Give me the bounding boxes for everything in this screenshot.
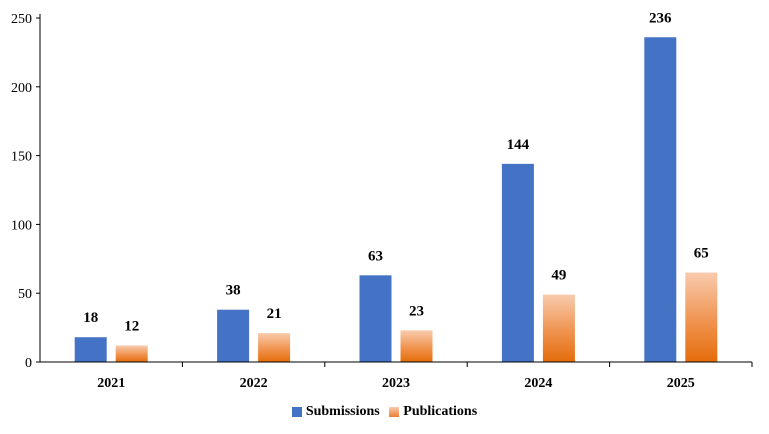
bar-submissions-2021 — [74, 337, 107, 362]
bar-publications-2021 — [115, 345, 148, 362]
bar-publications-2022 — [258, 333, 291, 362]
data-label-submissions-2021: 18 — [83, 310, 98, 326]
data-label-submissions-2022: 38 — [226, 283, 241, 299]
legend-item-publications: Publications — [389, 404, 477, 420]
data-label-submissions-2025: 236 — [649, 10, 672, 26]
y-tick-label: 100 — [11, 218, 32, 233]
y-axis: 0 50 100 150 200 250 — [11, 12, 41, 371]
legend-swatch-publications — [389, 407, 400, 417]
data-label-publications-2023: 23 — [409, 303, 424, 319]
y-tick-label: 50 — [18, 287, 32, 302]
data-label-publications-2024: 49 — [551, 268, 566, 284]
legend-item-submissions: Submissions — [291, 404, 380, 420]
bar-publications-2025 — [685, 272, 718, 362]
bar-publications-2023 — [400, 330, 433, 362]
bar-submissions-2025 — [644, 37, 677, 362]
bar-chart: 0 50 100 150 200 250 18 12 38 21 63 23 144 49 236 65 2… — [11, 10, 753, 391]
legend-label-publications: Publications — [403, 404, 478, 419]
data-label-publications-2025: 65 — [694, 246, 709, 262]
legend-label-submissions: Submissions — [305, 404, 380, 419]
bar-publications-2024 — [542, 294, 575, 362]
x-axis: 2021 2022 2023 2024 2025 — [40, 361, 753, 391]
x-tick-label: 2022 — [240, 376, 268, 391]
x-tick-label: 2023 — [382, 376, 410, 391]
legend: Submissions Publications — [0, 404, 769, 422]
x-tick-label: 2025 — [667, 376, 695, 391]
y-tick-label: 250 — [11, 12, 32, 27]
bar-submissions-2022 — [217, 309, 250, 362]
plot-area: 18 12 38 21 63 23 144 49 236 65 — [74, 10, 718, 362]
data-label-publications-2022: 21 — [267, 306, 282, 322]
data-label-submissions-2024: 144 — [507, 137, 530, 153]
data-label-submissions-2023: 63 — [368, 248, 383, 264]
bar-submissions-2024 — [501, 163, 534, 362]
bar-submissions-2023 — [359, 275, 392, 362]
data-label-publications-2021: 12 — [124, 318, 139, 334]
legend-swatch-submissions — [291, 407, 302, 417]
x-tick-label: 2021 — [97, 376, 125, 391]
y-tick-label: 200 — [11, 81, 32, 96]
y-tick-label: 150 — [11, 150, 32, 165]
y-tick-label: 0 — [25, 356, 32, 371]
x-tick-label: 2024 — [524, 376, 552, 391]
